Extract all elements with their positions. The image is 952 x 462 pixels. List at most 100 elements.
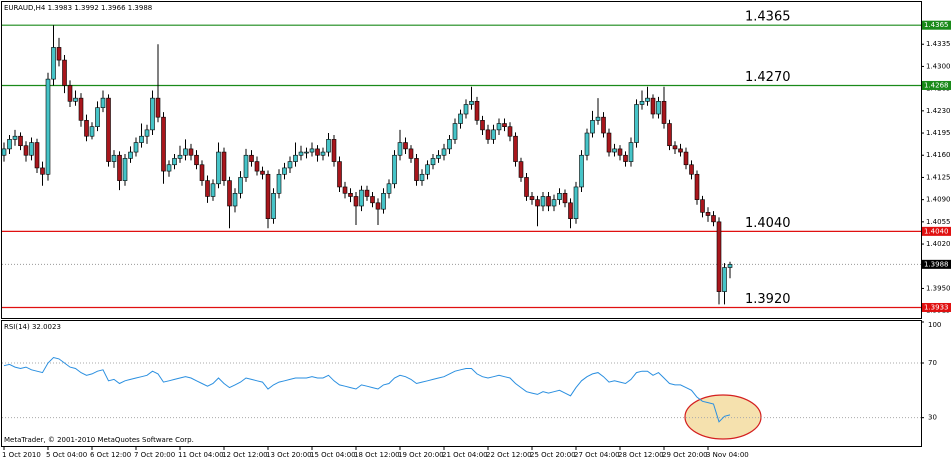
y-tick-label: 1.4160 bbox=[926, 151, 951, 159]
candle-body bbox=[458, 113, 463, 124]
candle-body bbox=[249, 154, 254, 162]
candle-body bbox=[139, 135, 144, 143]
candle-body bbox=[95, 107, 100, 127]
candle-body bbox=[557, 193, 562, 200]
candle-body bbox=[447, 139, 452, 150]
candle-body bbox=[309, 148, 315, 153]
rsi-tick-label: 70 bbox=[928, 359, 937, 367]
level-tag: 1.4040 bbox=[924, 227, 949, 235]
x-tick-label: 27 Oct 04:00 bbox=[574, 451, 620, 459]
level-label: 1.4040 bbox=[745, 216, 791, 231]
candle-body bbox=[722, 267, 727, 292]
x-tick-label: 18 Oct 12:00 bbox=[354, 451, 400, 459]
indicator-title: RSI(14) 32.0023 bbox=[4, 323, 61, 331]
candle-body bbox=[73, 97, 78, 102]
y-tick-label: 1.4300 bbox=[926, 62, 951, 70]
rsi-tick-label: 100 bbox=[928, 321, 941, 329]
level-tag-box bbox=[922, 20, 951, 30]
candle-body bbox=[425, 164, 430, 175]
candle-body bbox=[408, 148, 414, 159]
candle-body bbox=[623, 154, 628, 162]
candle-body bbox=[496, 123, 502, 131]
candle-body bbox=[601, 116, 606, 134]
candle-body bbox=[678, 148, 683, 153]
candle-body bbox=[282, 167, 287, 175]
candle-body bbox=[584, 132, 590, 156]
candle-body bbox=[232, 193, 238, 207]
candle-body bbox=[188, 148, 194, 156]
level-tag: 1.3933 bbox=[924, 303, 949, 311]
level-label: 1.4365 bbox=[745, 10, 791, 25]
highlight-ellipse bbox=[684, 394, 762, 440]
candle-body bbox=[474, 101, 480, 121]
x-tick-label: 28 Oct 12:00 bbox=[618, 451, 664, 459]
candle-body bbox=[337, 161, 342, 188]
y-tick-label: 1.4195 bbox=[926, 129, 951, 137]
candle-body bbox=[210, 183, 216, 197]
chart-title: EURAUD,H4 1.3983 1.3992 1.3966 1.3988 bbox=[4, 4, 152, 12]
candle-body bbox=[650, 97, 656, 115]
candle-body bbox=[117, 154, 122, 181]
candle-body bbox=[177, 154, 183, 159]
candle-body bbox=[359, 189, 364, 207]
candle-body bbox=[507, 126, 513, 137]
candle-body bbox=[304, 151, 309, 154]
candle-body bbox=[452, 123, 458, 140]
candle-body bbox=[144, 129, 150, 137]
candle-body bbox=[656, 101, 661, 115]
candle-body bbox=[34, 142, 40, 169]
candle-body bbox=[265, 173, 271, 219]
candle-body bbox=[320, 151, 326, 156]
x-tick-label: 3 Nov 04:00 bbox=[706, 451, 749, 459]
y-tick-label: 1.4090 bbox=[926, 196, 951, 204]
x-tick-label: 13 Oct 20:00 bbox=[266, 451, 312, 459]
candle-body bbox=[106, 97, 111, 162]
candle-body bbox=[419, 173, 425, 181]
candle-body bbox=[645, 97, 650, 102]
candle-body bbox=[606, 132, 612, 153]
x-tick-label: 25 Oct 20:00 bbox=[530, 451, 576, 459]
candle-body bbox=[430, 158, 436, 166]
x-tick-label: 11 Oct 04:00 bbox=[178, 451, 224, 459]
candle-body bbox=[590, 120, 595, 134]
candle-body bbox=[628, 142, 634, 162]
candle-body bbox=[381, 193, 386, 210]
candle-body bbox=[683, 151, 689, 166]
candle-body bbox=[392, 154, 397, 185]
candle-body bbox=[45, 78, 51, 175]
rsi-tick-label: 30 bbox=[928, 414, 937, 422]
candle-body bbox=[238, 177, 243, 194]
candle-body bbox=[342, 186, 348, 194]
candle-body bbox=[639, 101, 645, 105]
x-tick-label: 19 Oct 20:00 bbox=[398, 451, 444, 459]
candle-body bbox=[513, 135, 518, 162]
candle-body bbox=[705, 212, 711, 216]
candle-body bbox=[370, 196, 375, 204]
candle-body bbox=[700, 199, 705, 213]
candle-body bbox=[711, 215, 716, 223]
candle-body bbox=[183, 148, 188, 156]
candle-body bbox=[612, 148, 617, 153]
y-tick-label: 1.3950 bbox=[926, 284, 951, 292]
y-tick-label: 1.4230 bbox=[926, 107, 951, 115]
candle-body bbox=[254, 161, 260, 172]
candle-body bbox=[326, 139, 331, 153]
candle-body bbox=[535, 199, 540, 207]
candle-body bbox=[40, 167, 45, 175]
candle-body bbox=[155, 97, 161, 118]
candle-body bbox=[161, 116, 166, 172]
candle-body bbox=[573, 186, 579, 219]
candle-body bbox=[403, 142, 408, 150]
candle-body bbox=[133, 142, 139, 153]
candle-body bbox=[298, 151, 304, 156]
level-tag-box bbox=[922, 80, 951, 90]
y-tick-label: 1.4335 bbox=[926, 40, 951, 48]
candle-body bbox=[62, 59, 67, 86]
candle-body bbox=[221, 151, 227, 181]
rsi-panel bbox=[1, 320, 922, 447]
current-tag-box bbox=[922, 259, 951, 269]
candle-body bbox=[51, 47, 56, 80]
candle-body bbox=[23, 145, 29, 156]
level-tag: 1.4365 bbox=[924, 21, 949, 29]
